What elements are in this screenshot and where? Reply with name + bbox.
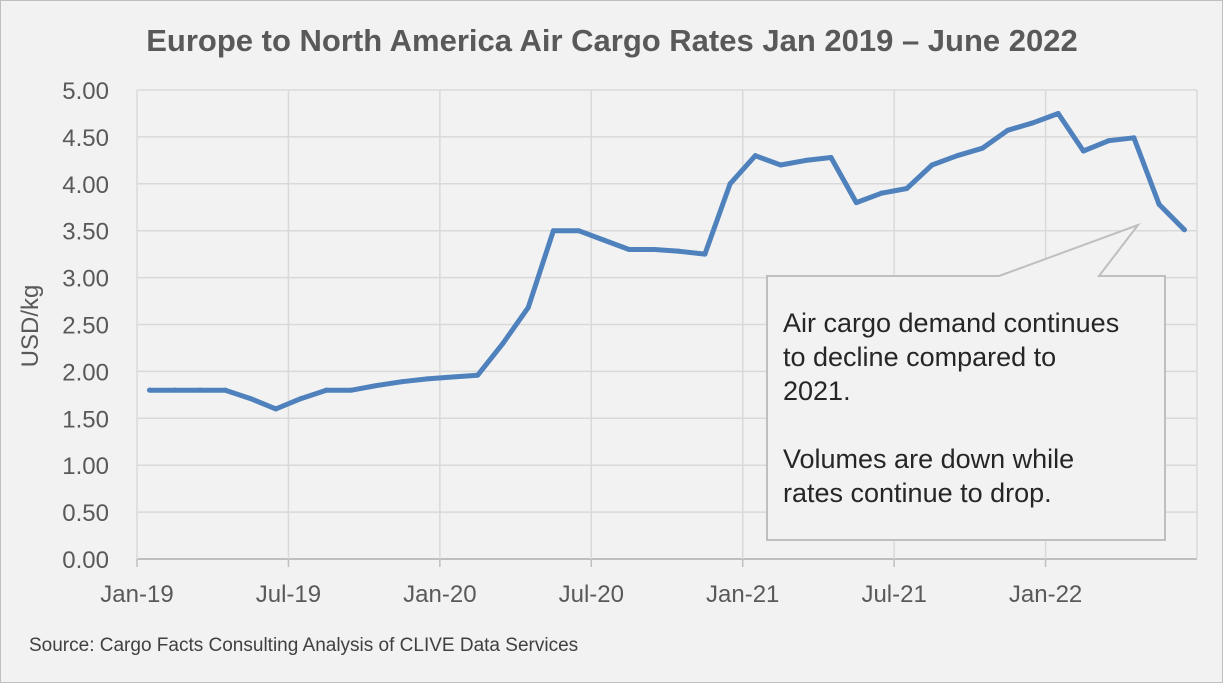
annotation-text-line: rates continue to drop. [783, 478, 1052, 508]
x-tick-label: Jul-19 [256, 581, 321, 608]
y-tick-label: 5.00 [62, 78, 109, 105]
y-tick-label: 0.00 [62, 547, 109, 574]
data-point [626, 246, 632, 252]
x-axis-tick-labels: Jan-19 Jul-19 Jan-20 Jul-20 Jan-21 Jul-21 Jan-… [100, 581, 1082, 608]
series-line [147, 111, 1187, 412]
annotation-box [766, 222, 1166, 541]
y-tick-label: 4.50 [62, 125, 109, 152]
data-point [424, 376, 430, 382]
y-tick-label: 2.00 [62, 359, 109, 386]
data-point [197, 387, 203, 393]
data-point [374, 382, 380, 388]
data-point [1156, 201, 1162, 207]
annotation-text-line: to decline compared to [783, 342, 1056, 372]
y-axis-label: USD/kg [17, 285, 44, 368]
data-point [853, 200, 859, 206]
data-point [500, 340, 506, 346]
chart-title: Europe to North America Air Cargo Rates … [146, 23, 1077, 58]
y-axis-tick-labels: 0.00 0.50 1.00 1.50 2.00 2.50 3.00 3.50 4.00 4.50… [62, 78, 109, 574]
data-point [172, 387, 178, 393]
data-point [1005, 127, 1011, 133]
y-tick-label: 4.00 [62, 172, 109, 199]
data-point [1106, 138, 1112, 144]
data-point [778, 162, 784, 168]
x-tick-label: Jan-19 [100, 581, 173, 608]
source-note: Source: Cargo Facts Consulting Analysis … [29, 635, 578, 656]
data-point [475, 372, 481, 378]
data-point [979, 145, 985, 151]
data-point [1030, 120, 1036, 126]
data-point [954, 153, 960, 159]
x-tick-label: Jan-21 [706, 581, 779, 608]
data-point [399, 379, 405, 385]
data-point [273, 406, 279, 412]
data-point [828, 155, 834, 161]
data-point [803, 157, 809, 163]
annotation-text-line: Volumes are down while [783, 444, 1074, 474]
data-point [727, 181, 733, 187]
data-point [147, 387, 153, 393]
y-tick-label: 0.50 [62, 500, 109, 527]
data-point [222, 387, 228, 393]
data-point [1131, 135, 1137, 141]
data-point [929, 162, 935, 168]
data-point [879, 190, 885, 196]
data-point [651, 246, 657, 252]
data-point [1181, 227, 1187, 233]
data-point [323, 387, 329, 393]
y-tick-label: 3.50 [62, 219, 109, 246]
y-tick-label: 1.00 [62, 453, 109, 480]
x-tick-label: Jul-21 [861, 581, 926, 608]
data-point [576, 228, 582, 234]
data-point [550, 228, 556, 234]
annotation-callout: Air cargo demand continues to decline com… [766, 222, 1166, 541]
data-point [677, 248, 683, 254]
annotation-text-line: Air cargo demand continues [783, 308, 1119, 338]
data-point [248, 396, 254, 402]
series-layer [147, 110, 1187, 412]
data-point [1080, 148, 1086, 154]
data-point [525, 305, 531, 311]
data-point [904, 185, 910, 191]
y-tick-label: 2.50 [62, 313, 109, 340]
data-point [449, 374, 455, 380]
data-point [752, 153, 758, 159]
x-tick-label: Jan-20 [403, 581, 476, 608]
data-point [298, 396, 304, 402]
y-tick-label: 1.50 [62, 406, 109, 433]
data-point [349, 387, 355, 393]
x-tick-label: Jan-22 [1009, 581, 1082, 608]
annotation-text-line: 2021. [783, 376, 851, 406]
x-tick-label: Jul-20 [559, 581, 624, 608]
data-point [702, 251, 708, 257]
data-point [601, 237, 607, 243]
y-tick-label: 3.00 [62, 266, 109, 293]
data-point [1055, 110, 1061, 116]
